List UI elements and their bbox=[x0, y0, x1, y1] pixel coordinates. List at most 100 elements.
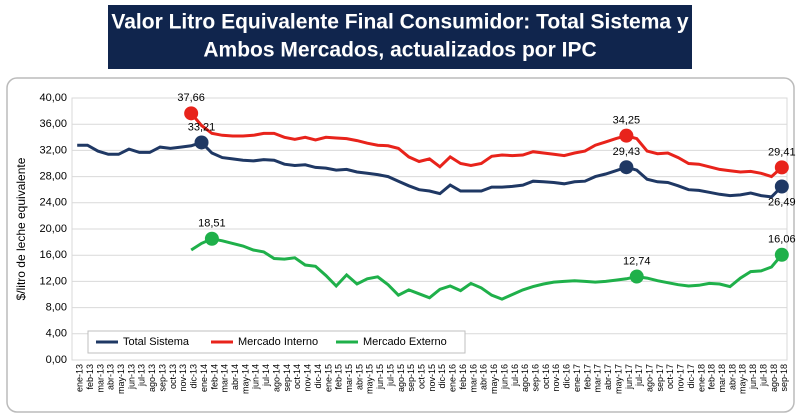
x-tick-label: ene-15 bbox=[323, 364, 333, 392]
x-tick-label: nov-14 bbox=[303, 364, 313, 392]
data-label: 34,25 bbox=[613, 115, 641, 127]
x-tick-label: jun-16 bbox=[499, 364, 509, 390]
y-tick-label: 0,00 bbox=[46, 354, 67, 366]
highlight-marker bbox=[629, 269, 644, 284]
x-tick-label: oct-13 bbox=[168, 364, 178, 389]
x-tick-label: feb-16 bbox=[458, 364, 468, 390]
series-line bbox=[77, 140, 783, 199]
x-tick-label: sep-17 bbox=[655, 364, 665, 392]
x-tick-label: ene-18 bbox=[696, 364, 706, 392]
x-tick-label: abr-18 bbox=[727, 364, 737, 390]
x-tick-label: oct-14 bbox=[292, 364, 302, 389]
x-tick-label: ene-16 bbox=[448, 364, 458, 392]
x-tick-label: dic-17 bbox=[686, 364, 696, 389]
y-tick-label: 4,00 bbox=[46, 328, 67, 340]
x-tick-label: feb-17 bbox=[582, 364, 592, 390]
data-label: 12,74 bbox=[623, 255, 651, 267]
highlight-marker bbox=[619, 160, 634, 175]
data-label: 18,51 bbox=[198, 218, 226, 230]
x-tick-label: mar-13 bbox=[95, 364, 105, 393]
x-tick-label: may-15 bbox=[365, 364, 375, 394]
data-label: 33,21 bbox=[188, 121, 216, 133]
x-tick-label: ago-15 bbox=[396, 364, 406, 392]
x-tick-label: sep-13 bbox=[157, 364, 167, 392]
x-tick-label: ago-17 bbox=[644, 364, 654, 392]
legend: Total Sistema Mercado Interno Mercado Exte… bbox=[87, 330, 466, 354]
x-tick-label: feb-14 bbox=[209, 364, 219, 390]
data-label: 29,41 bbox=[768, 146, 796, 158]
x-tick-label: jun-18 bbox=[748, 364, 758, 390]
chart-title: Ambos Mercados, actualizados por IPC bbox=[203, 39, 596, 62]
x-tick-label: jul-18 bbox=[758, 364, 768, 387]
x-tick-label: ago-14 bbox=[271, 364, 281, 392]
x-tick-label: nov-15 bbox=[427, 364, 437, 392]
x-tick-label: may-13 bbox=[116, 364, 126, 394]
x-tick-label: ene-13 bbox=[75, 364, 85, 392]
x-tick-label: dic-15 bbox=[437, 364, 447, 389]
data-label: 26,49 bbox=[768, 196, 796, 208]
x-tick-label: jun-14 bbox=[251, 364, 261, 390]
data-label: 29,43 bbox=[613, 146, 641, 158]
x-tick-label: may-14 bbox=[240, 364, 250, 394]
x-tick-label: abr-15 bbox=[354, 364, 364, 390]
legend-box bbox=[87, 330, 466, 354]
x-tick-label: sep-16 bbox=[530, 364, 540, 392]
x-tick-label: oct-15 bbox=[417, 364, 427, 389]
data-label: 16,06 bbox=[768, 234, 796, 246]
x-tick-label: jul-16 bbox=[510, 364, 520, 387]
y-tick-label: 32,00 bbox=[39, 144, 67, 156]
x-tick-label: jul-17 bbox=[634, 364, 644, 387]
x-tick-label: mar-15 bbox=[344, 364, 354, 393]
highlight-marker bbox=[774, 160, 789, 175]
y-tick-label: 40,00 bbox=[39, 92, 67, 104]
legend-label: Mercado Externo bbox=[363, 336, 447, 348]
x-tick-label: abr-13 bbox=[106, 364, 116, 390]
x-tick-label: oct-16 bbox=[541, 364, 551, 389]
x-tick-label: ene-17 bbox=[572, 364, 582, 392]
highlight-marker bbox=[619, 128, 634, 143]
chart-frame bbox=[6, 77, 795, 413]
x-tick-label: oct-17 bbox=[665, 364, 675, 389]
series-line bbox=[190, 112, 783, 179]
x-tick-label: mar-14 bbox=[220, 364, 230, 393]
y-tick-label: 8,00 bbox=[46, 302, 67, 314]
y-tick-label: 28,00 bbox=[39, 171, 67, 183]
highlight-marker bbox=[774, 247, 789, 262]
x-tick-label: sep-15 bbox=[406, 364, 416, 392]
title-box bbox=[108, 5, 692, 69]
x-tick-label: ago-13 bbox=[147, 364, 157, 392]
y-axis-label: $/litro de leche equivalente bbox=[14, 157, 28, 300]
x-tick-label: mar-18 bbox=[717, 364, 727, 393]
x-tick-label: feb-15 bbox=[334, 364, 344, 390]
x-tick-label: feb-13 bbox=[85, 364, 95, 390]
x-tick-label: dic-14 bbox=[313, 364, 323, 389]
x-tick-label: dic-16 bbox=[562, 364, 572, 389]
x-tick-label: may-18 bbox=[738, 364, 748, 394]
highlight-marker bbox=[194, 135, 209, 150]
x-tick-label: ago-16 bbox=[520, 364, 530, 392]
y-tick-label: 36,00 bbox=[39, 118, 67, 130]
data-label: 37,66 bbox=[177, 92, 205, 104]
y-tick-label: 24,00 bbox=[39, 197, 67, 209]
x-tick-label: sep-18 bbox=[779, 364, 789, 392]
x-tick-label: jul-15 bbox=[385, 364, 395, 387]
x-tick-label: nov-13 bbox=[178, 364, 188, 392]
x-tick-label: mar-16 bbox=[468, 364, 478, 393]
y-tick-label: 12,00 bbox=[39, 275, 67, 287]
x-tick-label: jun-15 bbox=[375, 364, 385, 390]
x-tick-label: abr-17 bbox=[603, 364, 613, 390]
highlight-marker bbox=[204, 231, 219, 246]
chart-title: Valor Litro Equivalente Final Consumidor… bbox=[111, 11, 689, 34]
y-tick-label: 20,00 bbox=[39, 223, 67, 235]
legend-label: Mercado Interno bbox=[238, 336, 318, 348]
x-tick-label: may-16 bbox=[489, 364, 499, 394]
x-tick-label: mar-17 bbox=[593, 364, 603, 393]
highlight-marker bbox=[774, 179, 789, 194]
x-tick-label: ago-18 bbox=[769, 364, 779, 392]
legend-label: Total Sistema bbox=[123, 336, 190, 348]
x-tick-label: nov-16 bbox=[551, 364, 561, 392]
x-tick-label: dic-13 bbox=[189, 364, 199, 389]
x-tick-label: nov-17 bbox=[676, 364, 686, 392]
